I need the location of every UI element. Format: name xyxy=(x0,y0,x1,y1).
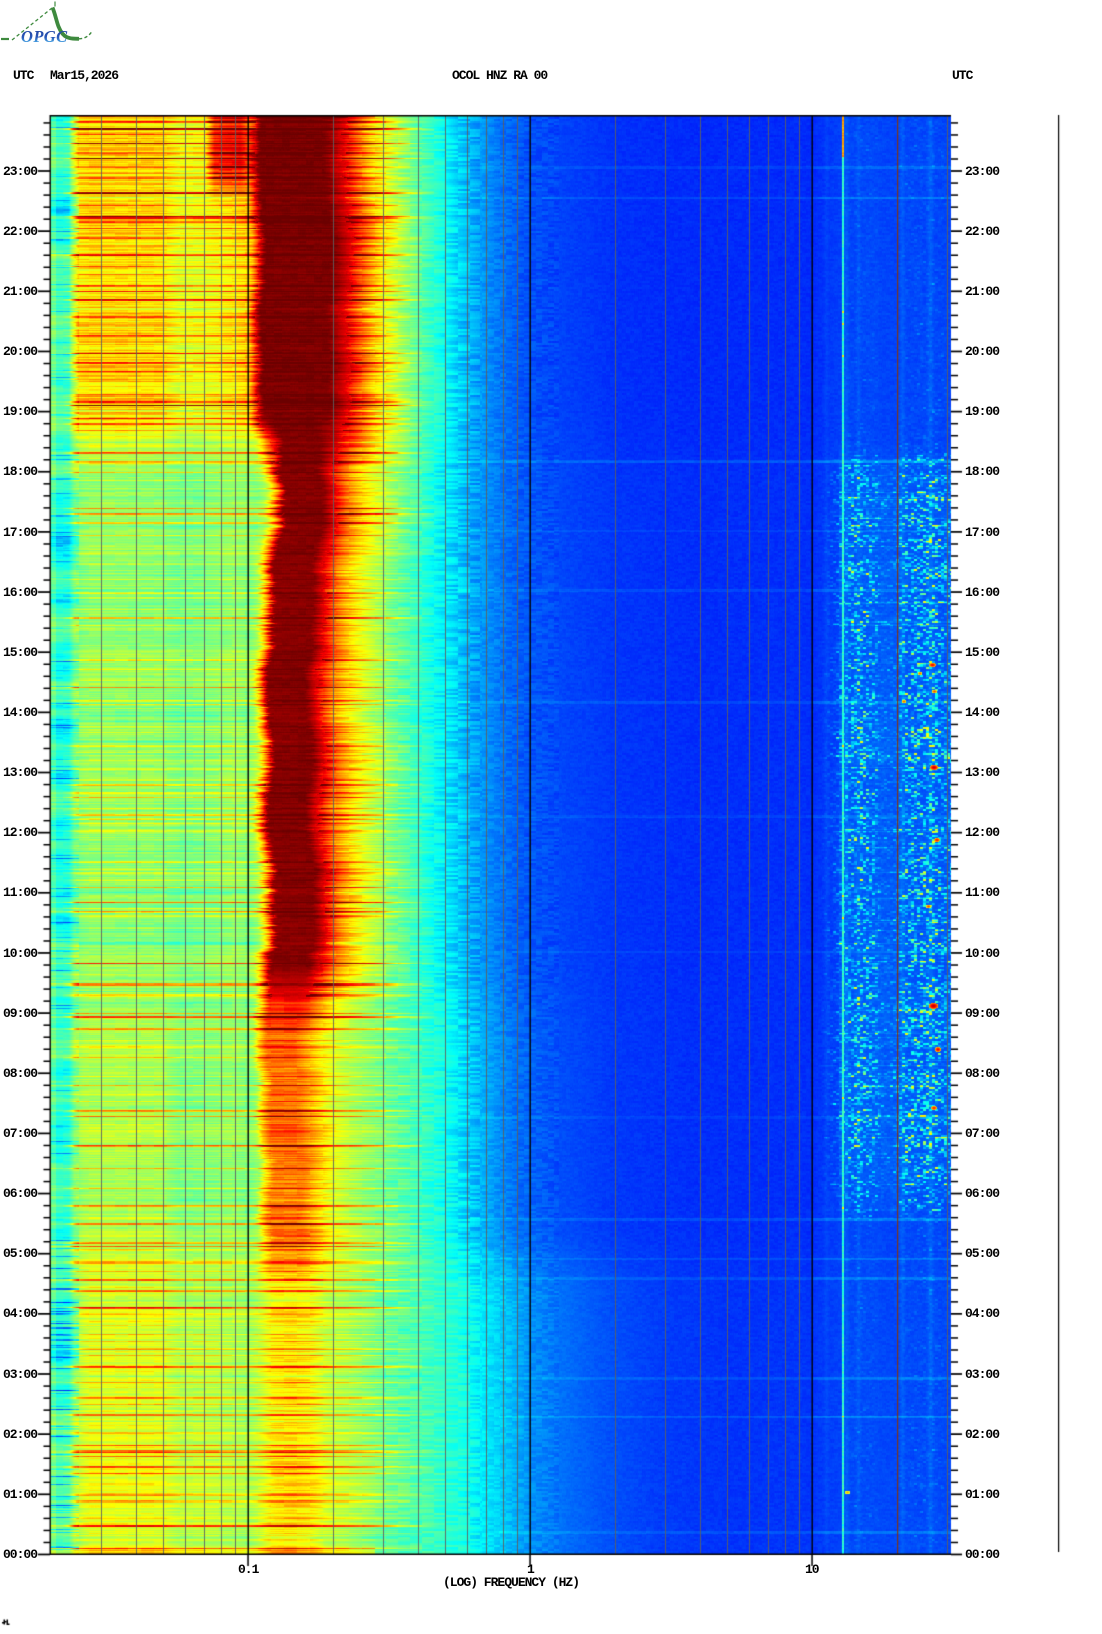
svg-text:OPGC: OPGC xyxy=(21,27,68,46)
